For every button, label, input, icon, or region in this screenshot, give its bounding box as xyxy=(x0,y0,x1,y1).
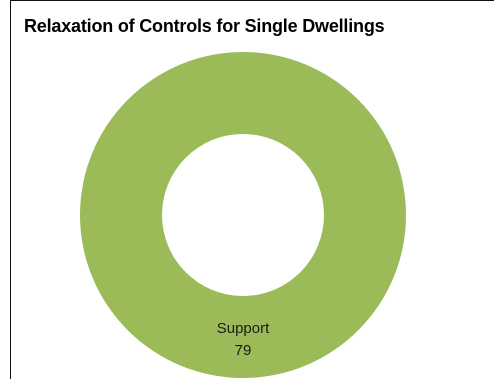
donut-slices xyxy=(80,52,406,378)
slice-label-category: Support xyxy=(217,320,270,337)
chart-title: Relaxation of Controls for Single Dwelli… xyxy=(24,16,385,36)
donut-labels: Support 79 xyxy=(217,320,270,359)
slice-label-value: 79 xyxy=(235,342,252,359)
donut-slice-support xyxy=(80,52,406,378)
